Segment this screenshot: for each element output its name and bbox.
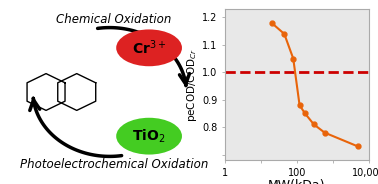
Ellipse shape bbox=[116, 29, 182, 66]
Text: TiO$_2$: TiO$_2$ bbox=[132, 128, 166, 145]
X-axis label: MW(kDa): MW(kDa) bbox=[268, 179, 325, 184]
Text: Photoelectrochemical Oxidation: Photoelectrochemical Oxidation bbox=[20, 158, 208, 171]
Text: Cr$^{3+}$: Cr$^{3+}$ bbox=[132, 38, 166, 57]
Y-axis label: peCOD/COD$_{Cr}$: peCOD/COD$_{Cr}$ bbox=[185, 48, 199, 122]
Text: Chemical Oxidation: Chemical Oxidation bbox=[56, 13, 172, 26]
Ellipse shape bbox=[116, 118, 182, 155]
